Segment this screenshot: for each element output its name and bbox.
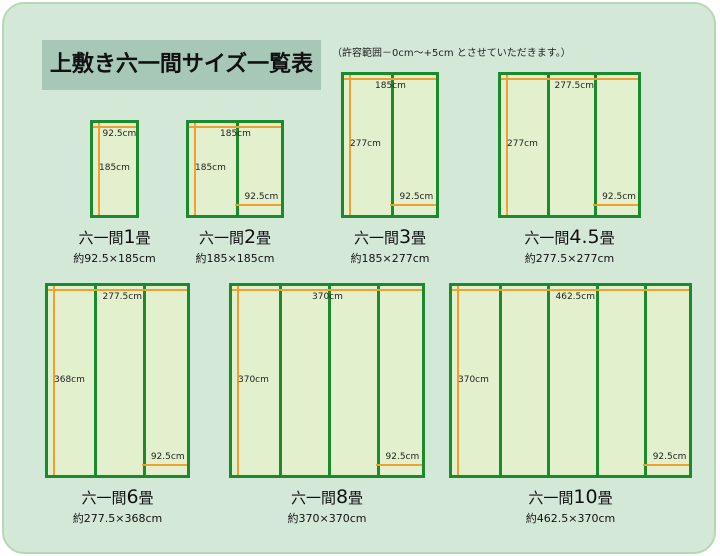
width-arrow [93,126,136,128]
tolerance-note: （許容範囲－0cm～+5cm とさせていただきます。） [332,48,571,59]
width-arrow [48,289,187,291]
mat-name-suffix: 畳 [135,229,151,247]
panel-divider [377,286,380,475]
width-label: 185cm [375,81,406,91]
panel-divider [328,286,331,475]
width-arrow [452,289,689,291]
tatami-mat [186,120,284,218]
mat-name-suffix: 畳 [348,489,364,507]
width-label: 185cm [220,129,251,139]
mat-size: 約462.5×370cm [525,512,616,525]
mat-size: 約370×370cm [287,512,367,525]
panel-width-arrow [390,204,436,206]
width-arrow [344,78,436,80]
mat-name-suffix: 畳 [138,489,154,507]
panel-width-label: 92.5cm [602,192,636,202]
width-label: 462.5cm [555,292,595,302]
mat-name-count: 4.5 [569,226,600,248]
mat-size: 約185×277cm [350,252,430,265]
mat-name-count: 8 [335,486,349,508]
panel-width-arrow [235,204,281,206]
mat-name-suffix: 畳 [411,229,427,247]
panel-width-arrow [141,464,187,466]
height-label: 185cm [99,163,130,173]
height-label: 370cm [238,374,269,385]
width-arrow [232,289,422,291]
mat-name-prefix: 六一間 [353,229,399,247]
mat-name: 六一間3畳 [354,226,426,248]
tatami-mat [498,72,641,218]
panel-divider [595,286,599,475]
mat-name-count: 2 [243,226,257,248]
width-label: 92.5cm [102,129,137,139]
mat-name: 六一間4.5畳 [524,226,614,248]
width-label: 370cm [312,292,343,302]
mat-name: 六一間8畳 [291,486,363,508]
mat-name-suffix: 畳 [597,489,613,507]
height-label: 277cm [350,139,381,149]
height-label: 277cm [507,139,538,149]
tatami-mat [229,283,425,478]
tatami-mat [341,72,439,218]
height-label: 368cm [54,374,85,385]
mat-name-suffix: 畳 [599,229,615,247]
tatami-mat [45,283,190,478]
mat-size: 約185×185cm [195,252,275,265]
mat-name: 六一間10畳 [528,486,612,508]
panel-divider [142,286,146,475]
panel-divider [94,286,98,475]
panel-divider [391,75,394,215]
height-arrow [349,75,351,215]
height-arrow [506,75,508,215]
width-label: 277.5cm [554,81,594,91]
height-arrow [98,123,100,215]
mat-name-suffix: 畳 [256,229,272,247]
mat-name-count: 3 [398,226,412,248]
panel-divider [547,286,551,475]
mat-size: 約277.5×368cm [72,512,163,525]
panel-width-label: 92.5cm [150,452,185,462]
panel-divider [498,286,502,475]
mat-name-count: 6 [126,486,139,508]
height-arrow [194,123,196,215]
mat-name-prefix: 六一間 [78,229,124,247]
width-label: 277.5cm [102,292,142,302]
mat-name-count: 1 [123,226,136,248]
mat-name-prefix: 六一間 [81,489,127,507]
mat-size: 約277.5×277cm [524,252,615,265]
mat-name-count: 10 [573,486,598,508]
mat-name: 六一間1畳 [78,226,150,248]
panel-width-label: 92.5cm [399,192,434,202]
height-label: 185cm [195,163,226,173]
panel-width-arrow [643,464,689,466]
height-arrow [457,286,459,475]
mat-name: 六一間6畳 [81,486,153,508]
panel-divider [546,75,550,215]
height-label: 370cm [458,374,489,385]
width-arrow [501,78,638,80]
mat-name-prefix: 六一間 [198,229,244,247]
height-arrow [237,286,239,475]
tatami-mat [449,283,692,478]
panel-width-arrow [376,464,422,466]
mat-name: 六一間2畳 [199,226,271,248]
mat-size: 約92.5×185cm [73,252,156,265]
panel-divider [644,286,648,475]
panel-width-label: 92.5cm [385,452,420,462]
panel-divider [279,286,282,475]
mat-name-prefix: 六一間 [528,489,574,507]
panel-width-arrow [593,204,638,206]
width-arrow [189,126,281,128]
page-title: 上敷き六一間サイズ一覧表 [42,40,321,90]
mat-name-prefix: 六一間 [290,489,336,507]
height-arrow [53,286,55,475]
panel-divider [594,75,598,215]
panel-width-label: 92.5cm [652,452,687,462]
mat-name-prefix: 六一間 [524,229,570,247]
panel-width-label: 92.5cm [244,192,279,202]
panel-divider [236,123,239,215]
